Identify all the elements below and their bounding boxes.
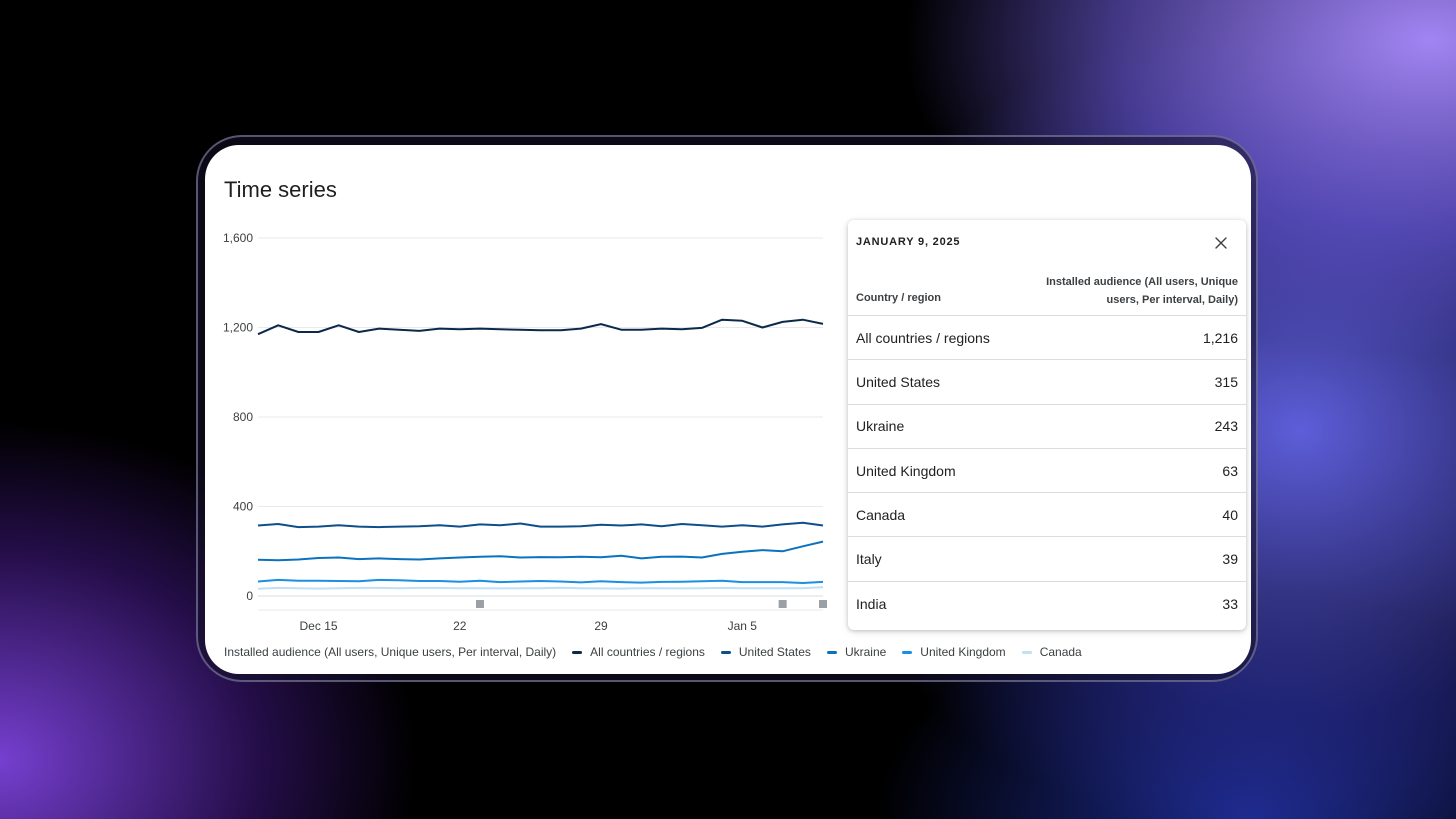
legend-swatch [902, 650, 913, 654]
row-value: 63 [1222, 462, 1238, 479]
row-value: 39 [1222, 551, 1238, 568]
tooltip-table: All countries / regions 1,216 United Stat… [848, 315, 1246, 626]
series-line-ukraine [257, 540, 824, 562]
series-line-all-countries-regions [257, 318, 824, 336]
legend-item-all-countries[interactable]: All countries / regions [572, 645, 705, 659]
series-line-united-states [257, 521, 824, 529]
chart-legend: Installed audience (All users, Unique us… [224, 645, 1082, 659]
legend-item-united-states[interactable]: United States [720, 645, 811, 659]
table-row: Canada 40 [848, 493, 1246, 538]
series-line-united-kingdom [257, 578, 824, 584]
row-value: 243 [1214, 418, 1238, 435]
card-title: Time series [224, 177, 337, 202]
annotation-marker [819, 600, 827, 608]
table-row: India 33 [848, 582, 1246, 626]
row-region: India [856, 595, 887, 612]
annotation-marker [475, 600, 484, 608]
row-region: United States [856, 373, 941, 390]
line-chart[interactable]: 1,600 1,200 800 400 0 Dec 15 22 29 Jan 5 [205, 145, 1045, 635]
legend-label: Ukraine [844, 645, 887, 659]
legend-item-canada[interactable]: Canada [1021, 645, 1082, 659]
table-row: Italy 39 [848, 537, 1246, 582]
tooltip-date: JANUARY 9, 2025 [856, 236, 961, 248]
y-tick-label: 1,200 [223, 321, 253, 335]
row-region: Canada [856, 506, 906, 523]
legend-metric-label: Installed audience (All users, Unique us… [224, 645, 557, 659]
x-tick-label: 22 [453, 619, 467, 633]
row-value: 315 [1214, 373, 1238, 390]
y-tick-label: 0 [246, 589, 253, 603]
time-series-card: Time series 1,600 1,200 800 400 0 Dec 15 22 29 J… [205, 145, 1251, 674]
table-row: Ukraine 243 [848, 405, 1246, 449]
column-header-region: Country / region [856, 292, 941, 304]
row-region: Ukraine [856, 418, 905, 435]
table-row: United Kingdom 63 [848, 449, 1246, 494]
data-tooltip: JANUARY 9, 2025 Country / region Install… [848, 220, 1246, 630]
series-line-canada [257, 586, 824, 590]
x-tick-label: Dec 15 [300, 619, 338, 633]
legend-label: United States [738, 645, 811, 659]
y-tick-label: 800 [233, 410, 253, 424]
x-tick-label: 29 [594, 619, 608, 633]
tooltip-close-button[interactable] [1210, 232, 1232, 254]
legend-swatch [1021, 650, 1032, 654]
legend-label: All countries / regions [590, 645, 705, 659]
legend-swatch [720, 650, 731, 654]
row-value: 1,216 [1202, 329, 1238, 346]
y-tick-label: 400 [233, 500, 253, 514]
table-row: All countries / regions 1,216 [848, 316, 1246, 361]
table-row: United States 315 [848, 360, 1246, 405]
row-region: Italy [856, 551, 882, 568]
row-value: 33 [1222, 595, 1238, 612]
y-tick-label: 1,600 [223, 231, 253, 245]
legend-label: United Kingdom [920, 645, 1006, 659]
legend-swatch [826, 650, 837, 654]
row-region: United Kingdom [856, 462, 956, 479]
x-tick-label: Jan 5 [728, 619, 758, 633]
legend-swatch [572, 650, 583, 654]
annotation-marker [778, 600, 787, 608]
row-region: All countries / regions [856, 329, 990, 346]
row-value: 40 [1222, 506, 1238, 523]
column-header-metric: Installed audience (All users, Unique us… [1046, 276, 1238, 306]
legend-label: Canada [1039, 645, 1082, 659]
legend-item-united-kingdom[interactable]: United Kingdom [902, 645, 1006, 659]
close-icon[interactable] [1215, 237, 1227, 249]
legend-item-ukraine[interactable]: Ukraine [826, 645, 887, 659]
